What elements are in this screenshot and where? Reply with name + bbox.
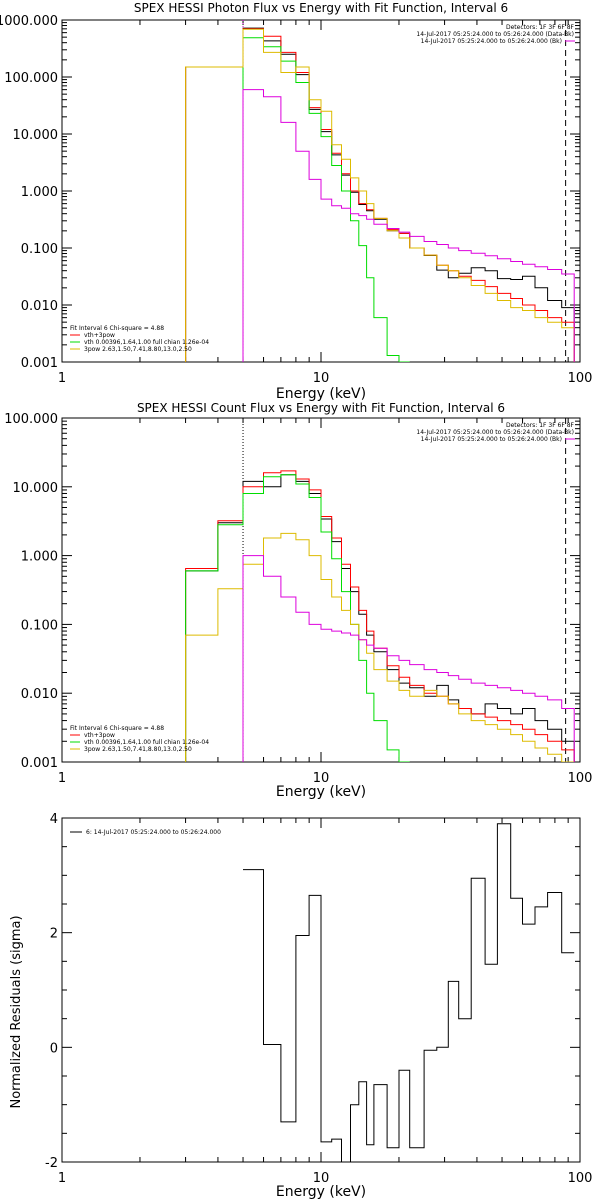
residuals-x-tick-label: 10 xyxy=(313,1171,330,1186)
photon-data-group xyxy=(185,20,575,362)
count-series-4 xyxy=(242,555,575,762)
photon-y-tick-label: 0.010 xyxy=(21,299,58,314)
residuals-panel: Energy (keV) Normalized Residuals (sigma… xyxy=(9,812,592,1200)
photon-legend-entry: vth+3pow xyxy=(84,332,115,339)
photon-series-1 xyxy=(185,28,575,362)
photon-y-tick-label: 0.001 xyxy=(21,356,58,371)
photon-x-tick-label: 10 xyxy=(313,371,330,386)
photon-y-tick-label: 10.000 xyxy=(13,128,59,143)
count-data-group xyxy=(185,418,575,762)
photon-flux-panel: SPEX HESSI Photon Flux vs Energy with Fi… xyxy=(0,1,592,402)
residuals-legend-entry: 6: 14-Jul-2017 05:25:24.000 to 05:26:24.… xyxy=(86,829,221,836)
count-info-line: Detectors: 1F 3F 6F 8F xyxy=(506,422,575,429)
count-y-tick-label: 1.000 xyxy=(21,550,58,565)
photon-series-0 xyxy=(185,27,575,362)
count-flux-panel: SPEX HESSI Count Flux vs Energy with Fit… xyxy=(4,401,592,800)
photon-y-tick-label: 1000.000 xyxy=(0,14,58,29)
photon-series-2 xyxy=(242,37,410,362)
photon-info-line: 14-Jul-2017 05:25:24.000 to 05:26:24.000… xyxy=(421,38,562,45)
photon-legend-fit: Fit Interval 6 Chi-square = 4.88 xyxy=(70,325,164,332)
photon-flux-title: SPEX HESSI Photon Flux vs Energy with Fi… xyxy=(134,1,508,15)
photon-x-tick-label: 1 xyxy=(58,371,66,386)
count-series-0 xyxy=(185,474,575,762)
residuals-y-tick-label: -2 xyxy=(45,1156,58,1171)
count-y-tick-label: 100.000 xyxy=(4,412,58,427)
count-legend-entry: vth 0.00396,1.64,1.00 full chian 1.26e-0… xyxy=(84,739,209,746)
residuals-x-axis-label: Energy (keV) xyxy=(276,1184,366,1200)
photon-info-line: 14-Jul-2017 05:25:24.000 to 05:26:24.000… xyxy=(416,31,574,38)
photon-series-3 xyxy=(185,28,575,362)
residuals-y-axis-label: Normalized Residuals (sigma) xyxy=(9,915,24,1108)
residuals-y-tick-label: 4 xyxy=(50,812,58,827)
count-plot-frame xyxy=(61,417,581,763)
photon-legend-entry: vth 0.00396,1.64,1.00 full chian 1.26e-0… xyxy=(84,339,209,346)
residuals-y-tick-label: 2 xyxy=(50,927,58,942)
count-series-2 xyxy=(185,474,410,762)
count-flux-title: SPEX HESSI Count Flux vs Energy with Fit… xyxy=(137,401,505,415)
residuals-x-tick-label: 100 xyxy=(568,1171,593,1186)
count-legend-entry: vth+3pow xyxy=(84,732,115,739)
photon-flux-x-axis-label: Energy (keV) xyxy=(276,386,366,402)
count-flux-x-axis-label: Energy (keV) xyxy=(276,784,366,800)
count-y-tick-label: 10.000 xyxy=(13,481,59,496)
count-y-tick-label: 0.001 xyxy=(21,756,58,771)
count-legend-fit: Fit Interval 6 Chi-square = 4.88 xyxy=(70,725,164,732)
photon-series-4 xyxy=(242,89,575,362)
photon-info-line: Detectors: 1F 3F 6F 8F xyxy=(506,24,575,31)
count-x-tick-label: 1 xyxy=(58,771,66,786)
count-info-line: 14-Jul-2017 05:25:24.000 to 05:26:24.000… xyxy=(416,429,574,436)
residuals-x-tick-label: 1 xyxy=(58,1171,66,1186)
photon-y-tick-label: 0.100 xyxy=(21,242,58,257)
count-x-tick-label: 100 xyxy=(568,771,593,786)
residuals-series-0 xyxy=(243,823,575,1162)
count-series-3 xyxy=(185,532,575,762)
count-x-tick-label: 10 xyxy=(313,771,330,786)
count-series-1 xyxy=(185,470,575,762)
count-y-tick-label: 0.100 xyxy=(21,618,58,633)
residuals-data-group xyxy=(243,823,575,1162)
photon-y-tick-label: 100.000 xyxy=(4,71,58,86)
count-legend-entry: 3pow 2.63,1.50,7.41,8.80,13.0,2.50 xyxy=(84,746,192,753)
photon-legend-entry: 3pow 2.63,1.50,7.41,8.80,13.0,2.50 xyxy=(84,346,192,353)
count-y-tick-label: 0.010 xyxy=(21,687,58,702)
photon-y-tick-label: 1.000 xyxy=(21,185,58,200)
count-info-line: 14-Jul-2017 05:25:24.000 to 05:26:24.000… xyxy=(421,436,562,443)
photon-x-tick-label: 100 xyxy=(568,371,593,386)
residuals-y-tick-label: 0 xyxy=(50,1041,58,1056)
